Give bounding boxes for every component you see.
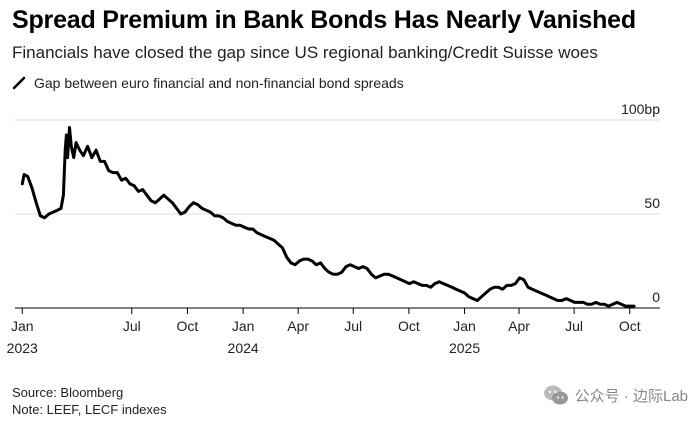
legend-line-swatch <box>12 76 26 90</box>
watermark: 公众号 · 边际Lab <box>543 384 688 406</box>
legend-label: Gap between euro financial and non-finan… <box>34 75 404 91</box>
x-year-label: 2024 <box>228 340 259 356</box>
x-tick-label: Oct <box>398 318 420 334</box>
y-tick-label: 100bp <box>621 101 660 117</box>
x-tick-label: Apr <box>508 318 530 334</box>
y-tick-label: 50 <box>644 195 660 211</box>
line-chart: 0 50 100bp Jan 2023 Jul Oct Jan 2024 Apr Jul Oct Jan… <box>7 101 661 356</box>
source-note: Source: Bloomberg <box>12 385 124 400</box>
x-tick-label: Jul <box>565 318 583 334</box>
y-tick-label: 0 <box>652 289 660 305</box>
indexes-note: Note: LEEF, LECF indexes <box>12 402 167 417</box>
x-tick-label: Jul <box>344 318 362 334</box>
watermark-text: 公众号 · 边际Lab <box>574 387 688 405</box>
x-tick-label: Jan <box>232 318 255 334</box>
x-tick-label: Jan <box>453 318 476 334</box>
chart-title: Spread Premium in Bank Bonds Has Nearly … <box>12 6 636 34</box>
wechat-icon <box>543 385 568 405</box>
series-line <box>20 126 636 308</box>
x-tick-label: Jul <box>123 318 141 334</box>
x-year-label: 2025 <box>449 340 480 356</box>
x-tick-label: Oct <box>619 318 641 334</box>
x-tick-label: Oct <box>177 318 199 334</box>
x-year-label: 2023 <box>7 340 38 356</box>
x-tick-label: Jan <box>11 318 34 334</box>
chart-subtitle: Financials have closed the gap since US … <box>12 43 598 62</box>
legend: Gap between euro financial and non-finan… <box>12 75 404 91</box>
x-tick-label: Apr <box>287 318 309 334</box>
